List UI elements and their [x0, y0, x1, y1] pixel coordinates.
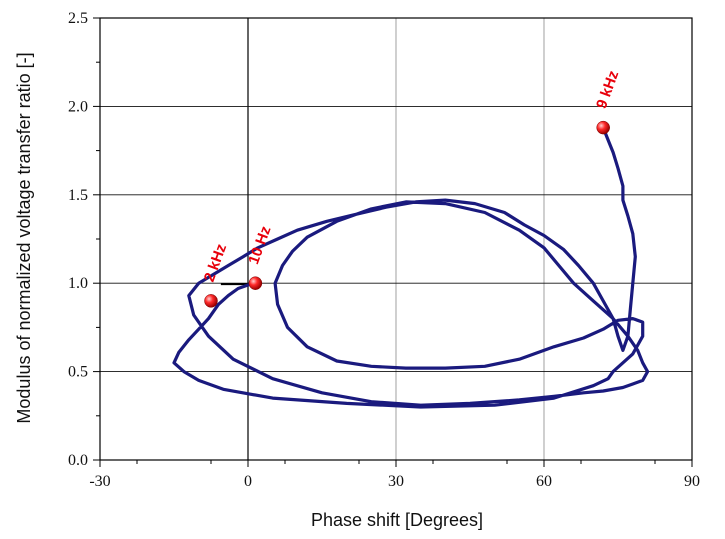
y-tick-label: 2.5	[68, 10, 88, 27]
x-tick-label: 60	[536, 473, 552, 490]
plot-axes	[93, 17, 693, 467]
y-tick-label: 0.0	[68, 452, 88, 469]
x-axis-label: Phase shift [Degrees]	[311, 510, 483, 530]
x-tick-label: -30	[89, 473, 110, 490]
y-tick-label: 1.0	[68, 275, 88, 292]
series-line	[172, 125, 650, 409]
frequency-marker	[596, 120, 610, 135]
frequency-label: 2 kHz	[201, 242, 230, 285]
x-tick-label: 0	[244, 473, 252, 490]
frequency-label: 10 Hz	[245, 224, 274, 267]
marker-layer	[204, 120, 610, 308]
series-layer	[172, 125, 650, 409]
y-axis-label: Modulus of normalized voltage transfer r…	[14, 52, 34, 423]
y-tick-label: 2.0	[68, 98, 88, 115]
x-tick-label: 30	[388, 473, 404, 490]
frequency-label: 9 kHz	[593, 68, 622, 111]
frequency-marker	[204, 294, 218, 308]
x-tick-label: 90	[684, 473, 700, 490]
y-tick-label: 1.5	[68, 187, 88, 204]
frequency-marker	[248, 276, 263, 290]
y-tick-label: 0.5	[68, 364, 88, 381]
label-layer: -30 0 30 60 90 0.0 0.5 1.0 1.5 2.0 2.5 9 kHz 10 Hz 2 …	[68, 10, 700, 490]
